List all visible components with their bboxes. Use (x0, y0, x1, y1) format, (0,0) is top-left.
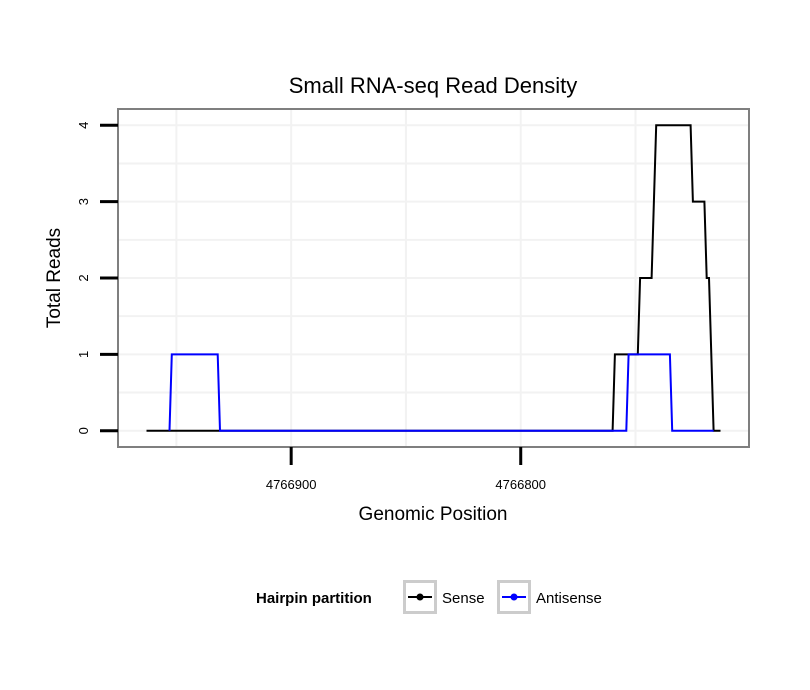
x-tick-label: 4766900 (266, 477, 317, 492)
chart-title: Small RNA-seq Read Density (289, 73, 578, 98)
series-lines (146, 124, 721, 432)
legend-key-point (416, 593, 424, 601)
x-axis-title: Genomic Position (359, 504, 508, 525)
legend-item-sense: Sense (403, 580, 485, 614)
plot-panel (117, 108, 750, 448)
legend: Hairpin partition Sense Antisense (256, 580, 602, 614)
y-tick-label: 0 (76, 427, 91, 434)
series-line-sense (146, 124, 721, 432)
legend-title: Hairpin partition (256, 590, 372, 607)
y-tick-label: 3 (76, 198, 91, 205)
y-tick-label: 2 (76, 274, 91, 281)
y-tick-label: 4 (76, 122, 91, 129)
x-axis: 4766900 4766800 (266, 447, 546, 492)
legend-item-antisense: Antisense (497, 580, 602, 614)
series-line-antisense (168, 353, 714, 432)
gridlines (119, 110, 748, 446)
y-tick-label: 1 (76, 351, 91, 358)
legend-label: Sense (442, 590, 485, 607)
y-axis-title: Total Reads (44, 228, 65, 328)
y-axis: 0 1 2 3 4 (76, 122, 118, 434)
legend-items: Sense Antisense (403, 580, 602, 614)
legend-key-point (510, 593, 518, 601)
x-tick-label: 4766800 (495, 477, 546, 492)
legend-label: Antisense (536, 590, 602, 607)
